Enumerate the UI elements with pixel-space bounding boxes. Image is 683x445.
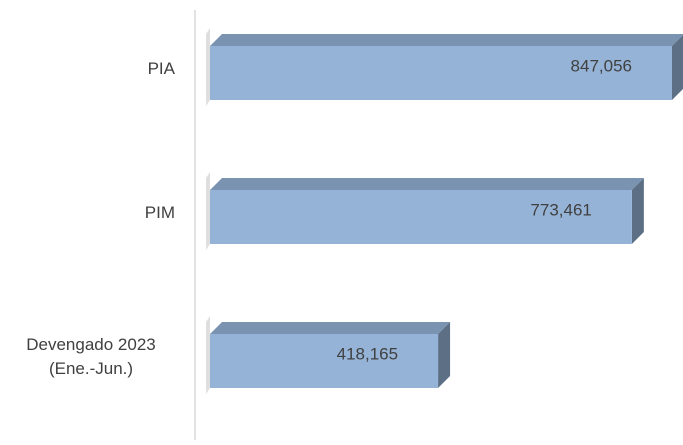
bar bbox=[210, 334, 439, 388]
bar-top bbox=[210, 178, 644, 190]
category-label: PIM bbox=[145, 201, 175, 225]
bar-side bbox=[672, 35, 683, 100]
bar-shadow bbox=[206, 28, 210, 106]
bar bbox=[210, 46, 672, 100]
category-text: Devengado 2023 (Ene.-Jun.) bbox=[26, 335, 156, 378]
bar bbox=[210, 190, 632, 244]
value-label: 847,056 bbox=[571, 56, 632, 75]
category-text: PIA bbox=[147, 59, 175, 78]
bar-shadow bbox=[206, 316, 210, 394]
bar-shadow bbox=[206, 172, 210, 250]
category-label: Devengado 2023 (Ene.-Jun.) bbox=[7, 333, 175, 381]
category-text: PIM bbox=[144, 203, 175, 222]
bar-top bbox=[210, 34, 683, 46]
bar-side bbox=[631, 178, 644, 244]
value-label: 773,461 bbox=[530, 200, 591, 219]
category-label: PIA bbox=[148, 57, 175, 81]
bar-side bbox=[438, 322, 451, 388]
value-label: 418,165 bbox=[337, 344, 398, 363]
bar-top bbox=[210, 322, 451, 334]
